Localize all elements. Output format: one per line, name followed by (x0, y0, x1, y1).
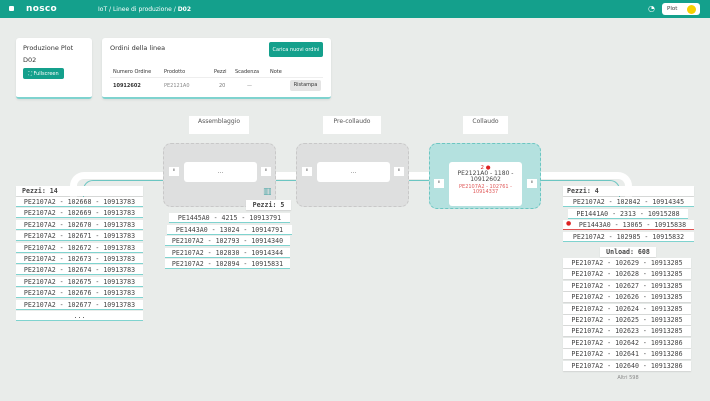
user-menu[interactable]: Plot (662, 3, 700, 15)
production-card: Produzione Plot D02 ⛶ Fullscreen (16, 38, 92, 99)
col-note: Note (270, 69, 282, 75)
col-order: Numero Ordine (113, 69, 152, 75)
breadcrumb: IoT / Linee di produzione / D02 (98, 6, 192, 13)
fullscreen-icon: ⛶ (28, 70, 32, 77)
list-item: PE2107A2 - 102842 - 10914345 (563, 197, 694, 207)
sensor-icon: ᴵ (434, 179, 444, 188)
station-slot: ... (184, 162, 257, 182)
list-item: PE2107A2 - 102625 - 10913285 (563, 315, 691, 325)
list-item: PE1445A0 - 4215 - 10913791 (169, 213, 290, 223)
station-slot: ... (317, 162, 390, 182)
list-item: PE2107A2 - 102894 - 10915831 (165, 259, 290, 269)
queue-header: Pezzi: 14 (16, 186, 143, 196)
list-item: PE1443A0 - 13065 - 10915838 (563, 220, 694, 230)
table-row: 10912602 PE2121A0 20 — Ristampa (110, 80, 323, 92)
current-item: PE2121A0 - 1180 - 10912602 (457, 170, 514, 183)
list-item: PE1443A0 - 13024 - 10914791 (167, 224, 292, 235)
unload-header: Unload: 608 (600, 247, 656, 257)
factory-icon: ▥ (263, 187, 272, 197)
sensor-icon: ᴵ (394, 167, 404, 176)
list-item: PE2107A2 - 102673 - 10913783 (16, 254, 143, 264)
list-item: PE2107A2 - 102830 - 10914344 (165, 247, 290, 258)
list-item: PE2107A2 - 102623 - 10913285 (563, 326, 691, 337)
user-name: Plot (667, 6, 678, 12)
station-slot: 2 ● PE2121A0 - 1180 - 10912602 PE2107A2 … (449, 162, 522, 206)
list-item: PE2107A2 - 102985 - 10915832 (563, 231, 694, 242)
list-item: PE2107A2 - 102627 - 10913285 (563, 280, 691, 291)
col-deadline: Scadenza (235, 69, 260, 75)
col-product: Prodotto (164, 69, 186, 75)
fullscreen-button[interactable]: ⛶ Fullscreen (23, 68, 64, 79)
more-items: ... (16, 311, 143, 321)
list-item: PE2107A2 - 102640 - 10913286 (563, 360, 691, 371)
list-item: PE1441A0 - 2313 - 10915288 (568, 208, 688, 219)
list-item: PE2107A2 - 102629 - 10913285 (563, 258, 691, 268)
station-pre-collaudo[interactable]: ᴵ ... ᴵ (296, 143, 409, 207)
col-pieces: Pezzi (214, 69, 227, 75)
pieces: 20 (219, 83, 226, 89)
list-item: PE2107A2 - 102641 - 10913286 (563, 349, 691, 360)
error-icon: ● (566, 220, 572, 227)
alert-icon: ● (485, 165, 491, 171)
sensor-icon: ᴵ (261, 167, 271, 176)
list-item: PE2107A2 - 102674 - 10913783 (16, 265, 143, 276)
list-item: PE2107A2 - 102675 - 10913783 (16, 276, 143, 287)
top-bar: nosco IoT / Linee di produzione / D02 ◔ … (0, 0, 710, 18)
station-label-pre-collaudo: Pre-collaudo (323, 116, 381, 134)
orders-card: Ordini della linea Carica nuovi ordini N… (102, 38, 331, 99)
error-count: 2 (480, 165, 484, 171)
list-item: PE2107A2 - 102676 - 10913783 (16, 288, 143, 299)
orders-table-header: Numero Ordine Prodotto Pezzi Scadenza No… (110, 69, 323, 78)
sensor-icon: ᴵ (527, 179, 537, 188)
product: PE2121A0 (164, 83, 190, 89)
more-items[interactable]: Altri 598 (617, 375, 639, 381)
logo: nosco (26, 4, 57, 14)
deadline: — (247, 83, 252, 89)
list-item: PE2107A2 - 102672 - 10913783 (16, 242, 143, 253)
load-orders-button[interactable]: Carica nuovi ordini (269, 42, 323, 57)
list-item: PE2107A2 - 102624 - 10913285 (563, 303, 691, 314)
queue-header: Pezzi: 4 (563, 186, 694, 196)
avatar (687, 4, 696, 14)
menu-icon[interactable] (9, 6, 14, 11)
list-item: PE2107A2 - 102670 - 10913783 (16, 219, 143, 230)
station-assemblaggio[interactable]: ᴵ ... ᴵ ▥ (163, 143, 276, 207)
line-name: D02 (23, 56, 37, 64)
station-label-assemblaggio: Assemblaggio (189, 116, 249, 134)
notification-icon[interactable]: ◔ (648, 4, 655, 13)
sensor-icon: ᴵ (169, 167, 179, 176)
fullscreen-label: Fullscreen (33, 70, 59, 77)
list-item: PE2107A2 - 102668 - 10913783 (16, 197, 143, 207)
list-item: PE2107A2 - 102669 - 10913783 (16, 208, 143, 219)
orders-title: Ordini della linea (110, 44, 166, 52)
list-item: PE2107A2 - 102642 - 10913286 (563, 337, 691, 348)
list-item: PE2107A2 - 102671 - 10913783 (16, 231, 143, 242)
list-item: PE2107A2 - 102628 - 10913285 (563, 269, 691, 280)
station-collaudo[interactable]: ᴵ 2 ● PE2121A0 - 1180 - 10912602 PE2107A… (429, 143, 541, 209)
list-item: PE2107A2 - 102677 - 10913783 (16, 299, 143, 310)
breadcrumb-lines[interactable]: Linee di produzione (112, 6, 172, 13)
breadcrumb-current: D02 (177, 6, 192, 13)
production-title: Produzione Plot (23, 44, 74, 52)
warning-item: PE2107A2 - 102761 - 10914337 (459, 184, 512, 195)
queue-header: Pezzi: 5 (246, 200, 291, 210)
reprint-button[interactable]: Ristampa (290, 80, 321, 91)
list-item: PE2107A2 - 102793 - 10914340 (165, 236, 290, 246)
list-item: PE2107A2 - 102626 - 10913285 (563, 292, 691, 303)
order-number: 10912602 (113, 83, 141, 89)
station-label-collaudo: Collaudo (463, 116, 508, 134)
breadcrumb-iot[interactable]: IoT (98, 6, 108, 13)
sensor-icon: ᴵ (302, 167, 312, 176)
